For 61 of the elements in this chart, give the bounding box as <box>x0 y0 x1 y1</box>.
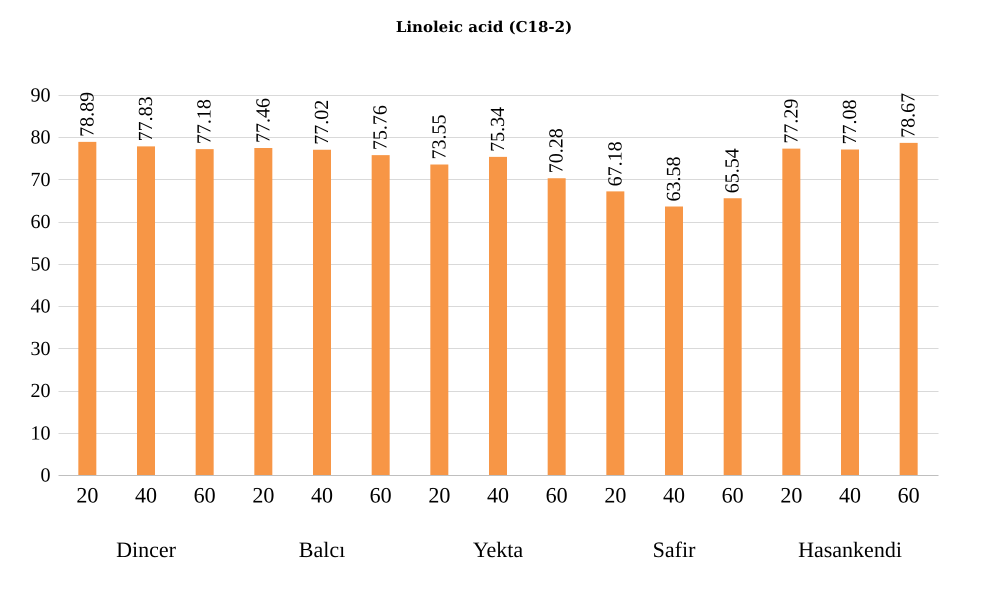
bar <box>196 149 214 475</box>
x-tick-label: 20 <box>252 482 274 508</box>
x-tick-label: 60 <box>898 482 920 508</box>
data-label: 77.08 <box>839 100 861 145</box>
y-tick-label: 80 <box>30 126 50 149</box>
y-tick-label: 20 <box>30 380 50 402</box>
data-label: 77.46 <box>252 98 274 143</box>
chart-title: Linoleic acid (C18-2) <box>396 18 572 36</box>
y-tick-label: 40 <box>30 296 50 318</box>
data-label: 78.67 <box>898 92 920 138</box>
bar <box>724 198 742 475</box>
text: Safir <box>652 537 696 562</box>
data-label: 65.54 <box>722 148 744 194</box>
y-tick-label: 50 <box>30 253 50 276</box>
bar <box>372 155 390 475</box>
bar <box>782 148 800 475</box>
x-tick-label: 60 <box>546 482 568 508</box>
x-tick-label: 60 <box>370 482 392 508</box>
text: Balcı <box>298 537 346 562</box>
y-tick-label: 10 <box>30 422 50 444</box>
x-tick-label: 40 <box>839 482 861 508</box>
x-tick-label: 40 <box>663 482 685 508</box>
text: Hasankendi <box>798 537 902 562</box>
data-label: 73.55 <box>428 114 450 160</box>
x-tick-label: 20 <box>76 482 98 508</box>
data-label: 67.18 <box>604 141 626 186</box>
x-tick-label: 60 <box>722 482 744 508</box>
y-tick-label: 90 <box>30 84 50 106</box>
bar <box>900 142 918 475</box>
bar <box>841 150 859 475</box>
x-tick-label: 20 <box>604 482 626 508</box>
x-tick-label: 40 <box>487 482 509 508</box>
y-tick-label: 30 <box>30 338 50 360</box>
bar <box>137 146 155 475</box>
data-label: 77.02 <box>311 100 333 145</box>
text: Dincer <box>116 537 177 562</box>
y-tick-label: 0 <box>40 464 50 486</box>
bar <box>254 148 272 475</box>
bar <box>606 191 624 475</box>
data-label: 70.28 <box>546 128 568 174</box>
y-tick-label: 60 <box>30 211 50 234</box>
bar <box>665 206 683 475</box>
x-tick-label: 40 <box>135 482 157 508</box>
data-label: 75.34 <box>487 106 509 152</box>
bar <box>313 150 331 475</box>
data-label: 77.29 <box>780 98 802 144</box>
bar <box>548 178 566 475</box>
x-tick-label: 20 <box>428 482 450 508</box>
x-tick-label: 20 <box>780 482 802 508</box>
x-tick-label: 60 <box>194 482 216 508</box>
bar <box>489 156 507 475</box>
data-label: 63.58 <box>663 156 685 202</box>
text: Yekta <box>472 537 524 562</box>
bar <box>430 164 448 475</box>
x-tick-label: 40 <box>311 482 333 508</box>
y-tick-label: 70 <box>30 168 50 191</box>
data-label: 77.18 <box>194 99 216 144</box>
data-label: 77.83 <box>135 96 157 142</box>
data-label: 78.89 <box>76 92 98 137</box>
data-label: 75.76 <box>370 105 392 150</box>
bar <box>78 142 96 475</box>
